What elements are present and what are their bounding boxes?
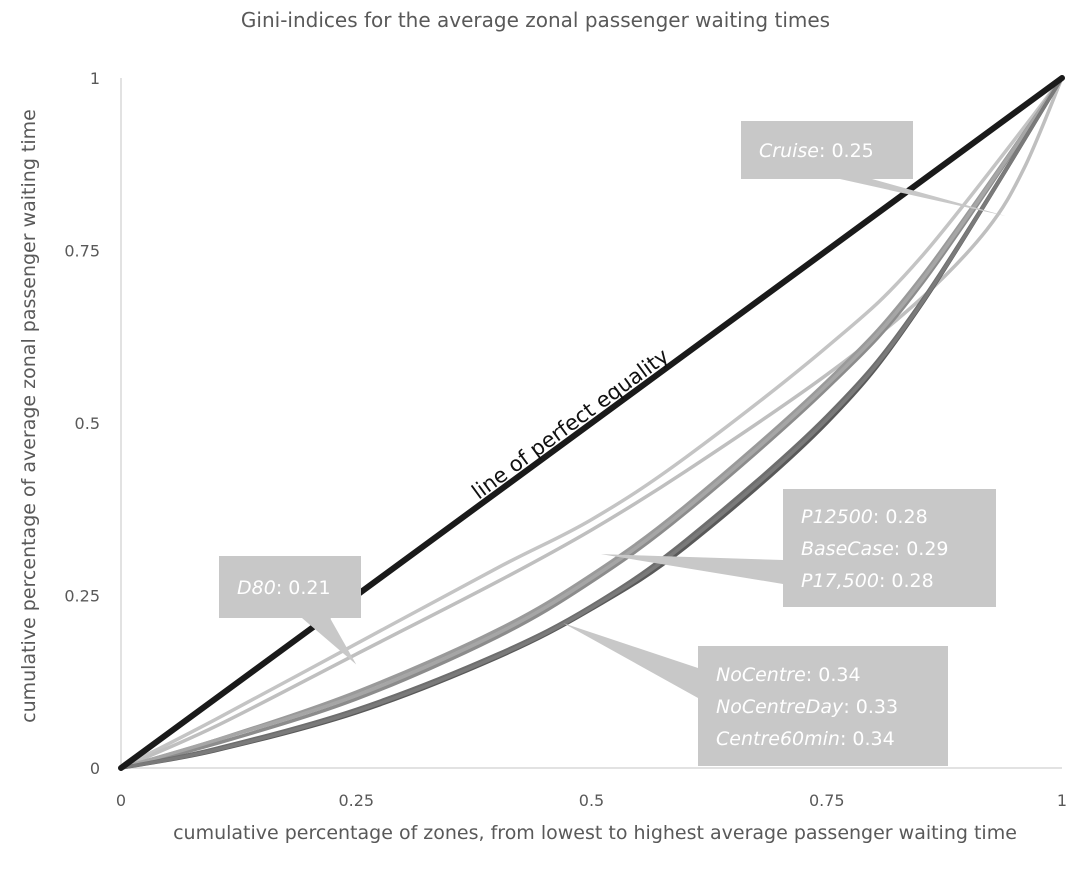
callout-scenario-name: BaseCase xyxy=(801,538,894,560)
y-tick-label: 0 xyxy=(90,759,100,778)
callout-gini-value: : 0.34 xyxy=(806,664,861,686)
callout-scenario-name: Cruise xyxy=(759,140,819,162)
callout-label-nocentreday: NoCentreDay: 0.33 xyxy=(716,696,898,718)
y-tick-label: 1 xyxy=(90,69,100,88)
series-line-basecase xyxy=(119,76,1064,770)
callout-pointer xyxy=(302,618,357,665)
callout-scenario-name: P17,500 xyxy=(801,570,879,592)
callout-pointer xyxy=(600,554,783,584)
y-tick-label: 0.5 xyxy=(75,414,100,433)
callout-label-basecase: BaseCase: 0.29 xyxy=(801,538,949,560)
series-line-cruise xyxy=(119,76,1064,770)
callout-gini-value: : 0.33 xyxy=(843,696,898,718)
callout-gini-value: : 0.21 xyxy=(276,577,331,599)
y-tick-label: 0.75 xyxy=(64,242,100,261)
callout-pointer xyxy=(840,179,1006,216)
series-line-p17-500 xyxy=(119,76,1064,770)
series-line-centre60min xyxy=(119,76,1064,770)
x-axis-label: cumulative percentage of zones, from low… xyxy=(173,822,1017,844)
callout-box xyxy=(783,489,996,607)
callout-gini-value: : 0.25 xyxy=(819,140,874,162)
x-tick-label: 1 xyxy=(1057,791,1067,810)
callout-gini-value: : 0.28 xyxy=(873,506,928,528)
callout-gini-value: : 0.29 xyxy=(894,538,949,560)
chart-title: Gini-indices for the average zonal passe… xyxy=(240,8,831,32)
callout-label-centre60min: Centre60min: 0.34 xyxy=(716,728,895,750)
callout-box xyxy=(741,121,913,179)
series-line-d80 xyxy=(119,76,1064,770)
callout-box xyxy=(698,646,948,766)
callout-gini-value: : 0.34 xyxy=(840,728,895,750)
callout-scenario-name: D80 xyxy=(237,577,276,599)
x-tick-label: 0.75 xyxy=(809,791,845,810)
callout-gini-value: : 0.28 xyxy=(879,570,934,592)
x-tick-label: 0.5 xyxy=(579,791,604,810)
callout-label-d80: D80: 0.21 xyxy=(237,577,331,599)
callout-scenario-name: NoCentre xyxy=(716,664,806,686)
callout-pointer xyxy=(563,623,698,698)
callout-box xyxy=(219,556,361,618)
callout-label-nocentre: NoCentre: 0.34 xyxy=(716,664,861,686)
callout-scenario-name: P12500 xyxy=(801,506,873,528)
equality-line-label: line of perfect equality xyxy=(467,344,673,504)
callout-scenario-name: NoCentreDay xyxy=(716,696,844,718)
callout-label-cruise: Cruise: 0.25 xyxy=(759,140,874,162)
x-tick-label: 0 xyxy=(116,791,126,810)
callout-label-p12500: P12500: 0.28 xyxy=(801,506,928,528)
y-tick-label: 0.25 xyxy=(64,587,100,606)
x-tick-label: 0.25 xyxy=(338,791,374,810)
callout-scenario-name: Centre60min xyxy=(716,728,840,750)
callout-label-p17-500: P17,500: 0.28 xyxy=(801,570,934,592)
